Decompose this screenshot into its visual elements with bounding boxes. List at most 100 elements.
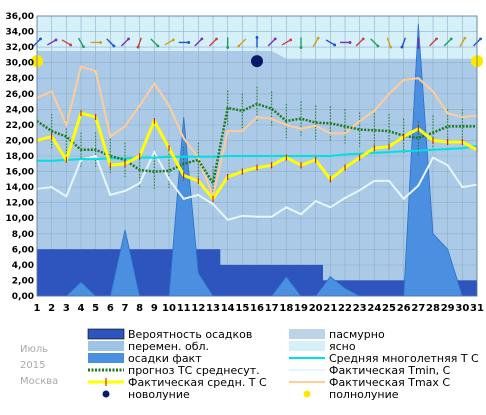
wind-arrow-head bbox=[435, 37, 438, 41]
wind-arrow bbox=[401, 37, 407, 48]
x-tick-label: 27 bbox=[411, 303, 425, 314]
y-tick-label: 18,00 bbox=[6, 152, 34, 162]
y-tick-label: 20,00 bbox=[6, 136, 34, 146]
y-tick-label: 36,00 bbox=[6, 12, 34, 22]
wind-arrow-head bbox=[299, 46, 303, 49]
wind-arrow-head bbox=[361, 37, 365, 41]
x-tick-label: 22 bbox=[338, 303, 352, 314]
x-tick-label: 24 bbox=[367, 303, 381, 314]
wind-arrow-head bbox=[449, 37, 453, 41]
y-tick-label: 28,00 bbox=[6, 74, 34, 84]
x-tick-label: 4 bbox=[78, 303, 85, 314]
wind-arrow-head bbox=[215, 37, 218, 41]
wind-arrow-head bbox=[69, 43, 73, 47]
legend-label: пасмурно bbox=[329, 328, 385, 341]
x-tick-label: 1 bbox=[34, 303, 41, 314]
wind-arrow bbox=[61, 39, 72, 46]
y-tick-label: 32,00 bbox=[6, 43, 34, 53]
location-date-label: Июль 2015 Москва bbox=[20, 344, 58, 387]
x-tick-label: 6 bbox=[107, 303, 114, 314]
wind-arrow-head bbox=[376, 44, 380, 48]
y-tick-label: 4,00 bbox=[12, 261, 34, 271]
wind-arrow-head bbox=[348, 41, 352, 44]
precip-probability-area bbox=[37, 249, 477, 296]
legend-swatch bbox=[303, 390, 311, 398]
side-label: Июль bbox=[20, 344, 48, 355]
y-tick-label: 2,00 bbox=[12, 276, 34, 286]
wind-arrow-head bbox=[171, 38, 175, 42]
wind-arrow bbox=[386, 37, 392, 48]
wind-arrow bbox=[150, 38, 159, 47]
legend-label: Вероятность осадков bbox=[128, 328, 252, 341]
wind-arrow bbox=[459, 37, 466, 48]
wind-arrow-head bbox=[54, 38, 58, 42]
wind-arrow bbox=[312, 37, 319, 48]
legend-label: Фактическая Tmin, С bbox=[329, 364, 451, 377]
y-tick-label: 0,00 bbox=[12, 292, 34, 302]
fact-mean-markers bbox=[36, 110, 478, 202]
x-tick-label: 28 bbox=[426, 303, 440, 314]
wind-arrow-head bbox=[289, 38, 293, 42]
wind-arrow-head bbox=[187, 41, 191, 44]
wind-arrow-head bbox=[156, 44, 160, 48]
wind-arrow-head bbox=[273, 37, 277, 41]
legend-label: прогноз ТС среднесут. bbox=[128, 364, 260, 377]
wind-arrow-head bbox=[463, 36, 467, 40]
wind-arrow-head bbox=[400, 45, 404, 49]
x-tick-label: 26 bbox=[397, 303, 411, 314]
y-tick-label: 22,00 bbox=[6, 121, 34, 131]
y-axis: 0,00 2,00 4,00 6,00 8,00 10,00 12,00 14,00 16,00… bbox=[6, 12, 34, 302]
x-tick-label: 14 bbox=[221, 303, 235, 314]
new-moon-marker bbox=[251, 55, 263, 68]
wind-arrow-row bbox=[32, 36, 482, 49]
wind-arrow-head bbox=[226, 46, 230, 49]
y-tick-label: 26,00 bbox=[6, 90, 34, 100]
x-tick-label: 17 bbox=[265, 303, 279, 314]
legend-swatch bbox=[88, 341, 124, 351]
legend-label: Средняя многолетняя Т С bbox=[329, 352, 479, 365]
wind-arrow bbox=[208, 38, 218, 47]
side-label: 2015 bbox=[20, 360, 45, 371]
x-tick-label: 10 bbox=[162, 303, 176, 314]
legend: Вероятность осадков пасмурно перемен. обл.… bbox=[87, 328, 479, 401]
wind-arrow-head bbox=[136, 45, 140, 49]
wind-arrow-head bbox=[112, 44, 116, 48]
x-tick-label: 20 bbox=[309, 303, 323, 314]
mean-norm-line bbox=[37, 144, 478, 162]
wind-arrow-head bbox=[316, 36, 320, 40]
wind-arrow-head bbox=[127, 37, 130, 41]
wind-arrow-head bbox=[416, 46, 420, 49]
x-tick-label: 29 bbox=[441, 303, 455, 314]
legend-label: перемен. обл. bbox=[128, 340, 209, 353]
wind-arrow-head bbox=[333, 43, 337, 47]
x-axis: 1 2 3 4 5 6 7 8 9 10 11 12 13 14 15 16 17 18 19 20 21 22 23 24 2… bbox=[34, 303, 484, 314]
wind-arrow bbox=[77, 37, 85, 48]
wind-arrow bbox=[370, 38, 379, 47]
wind-arrow-head bbox=[389, 45, 393, 49]
tmin-line bbox=[36, 149, 478, 221]
x-tick-label: 12 bbox=[191, 303, 205, 314]
wind-arrow-head bbox=[99, 41, 103, 44]
x-tick-label: 31 bbox=[470, 303, 484, 314]
wind-arrow-head bbox=[237, 44, 241, 48]
tmax-line bbox=[36, 65, 478, 200]
y-tick-label: 6,00 bbox=[12, 245, 34, 255]
x-tick-label: 23 bbox=[353, 303, 367, 314]
wind-arrow-head bbox=[255, 36, 259, 39]
wind-arrow bbox=[164, 39, 174, 46]
x-tick-label: 13 bbox=[206, 303, 220, 314]
wind-arrow-head bbox=[82, 45, 85, 49]
wind-arrow bbox=[46, 39, 57, 46]
x-tick-label: 30 bbox=[455, 303, 469, 314]
plot-frame bbox=[36, 15, 478, 297]
wind-arrow bbox=[428, 38, 438, 47]
y-tick-label: 12,00 bbox=[6, 199, 34, 209]
x-tick-label: 11 bbox=[177, 303, 191, 314]
wind-arrow bbox=[355, 38, 364, 47]
legend-swatch bbox=[87, 328, 125, 340]
x-tick-label: 15 bbox=[235, 303, 249, 314]
y-tick-label: 10,00 bbox=[6, 214, 34, 224]
x-tick-label: 5 bbox=[92, 303, 99, 314]
wind-arrow bbox=[106, 38, 115, 47]
